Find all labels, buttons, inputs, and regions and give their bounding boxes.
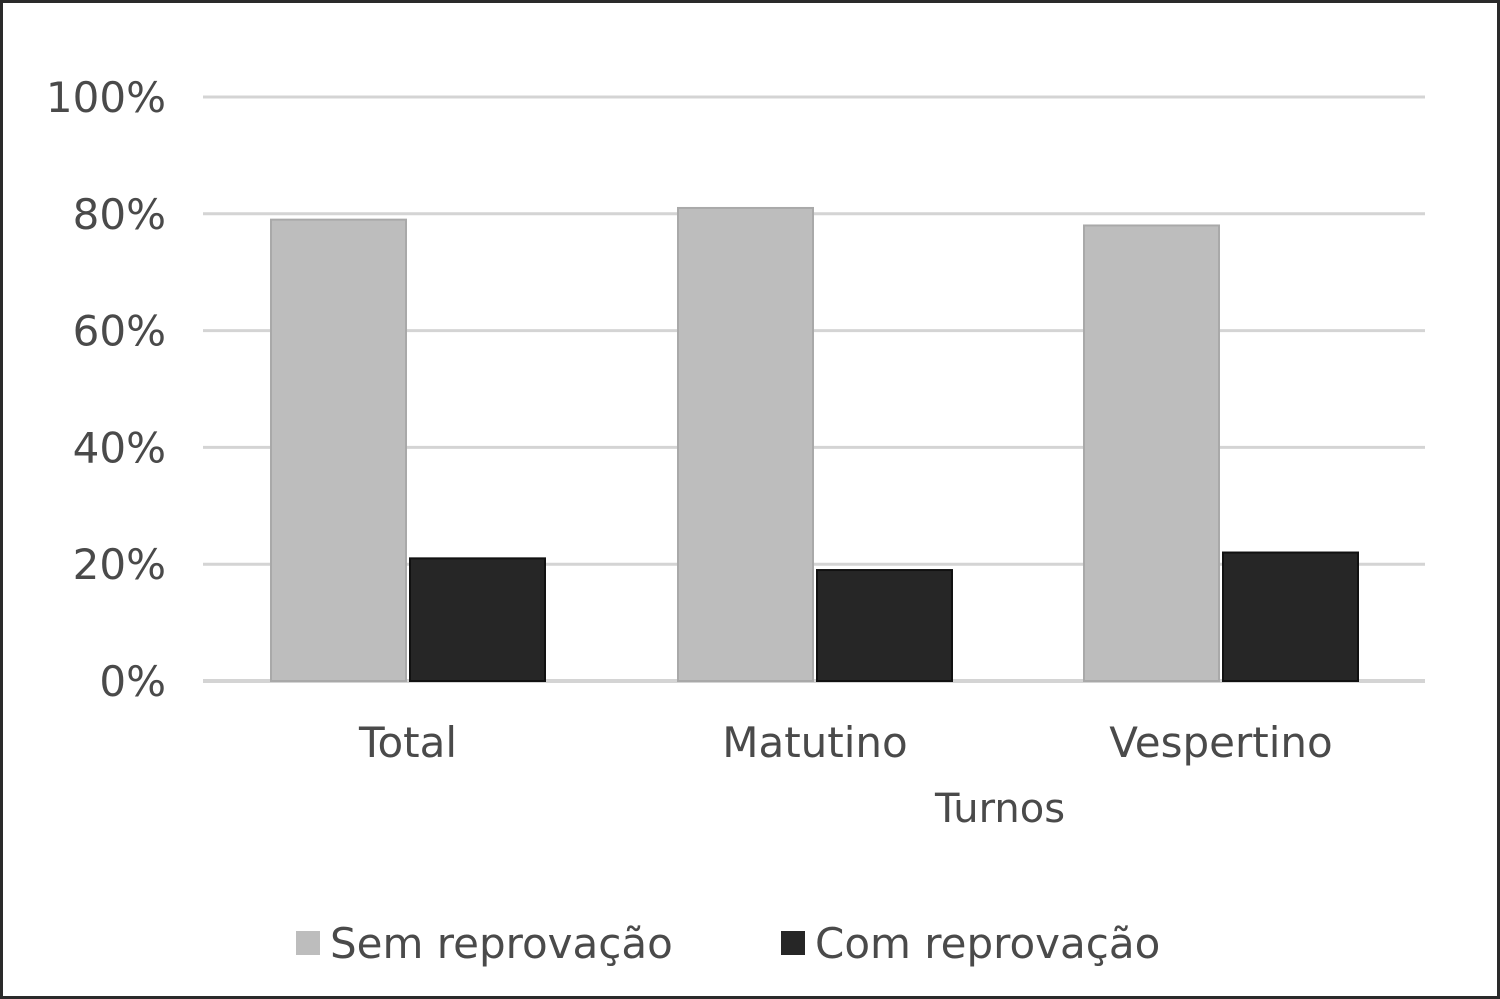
x-category-label-vespertino: Vespertino	[1109, 718, 1332, 767]
legend-label-com-reprovacao: Com reprovação	[815, 919, 1160, 968]
x-category-label-total: Total	[358, 718, 457, 767]
bar-sem-reprovacao-vespertino	[1083, 224, 1220, 682]
y-tick-label: 60%	[73, 307, 166, 356]
y-tick-label: 0%	[99, 657, 166, 706]
y-tick-label: 40%	[73, 423, 166, 472]
legend: Sem reprovação Com reprovação	[296, 919, 1160, 968]
legend-label-sem-reprovacao: Sem reprovação	[330, 919, 673, 968]
y-tick-label: 20%	[73, 540, 166, 589]
x-category-label-matutino: Matutino	[722, 718, 908, 767]
bar-sem-reprovacao-matutino	[677, 206, 814, 683]
bar-sem-reprovacao-total	[270, 218, 407, 682]
y-tick-label: 80%	[73, 190, 166, 239]
x-axis-category-labels: Total Matutino Vespertino	[358, 718, 1333, 767]
bar-com-reprovacao-vespertino	[1222, 551, 1359, 683]
bar-com-reprovacao-total	[409, 557, 546, 682]
legend-item-sem-reprovacao: Sem reprovação	[296, 919, 673, 968]
bars	[270, 206, 1359, 683]
legend-swatch-sem-reprovacao	[296, 931, 320, 955]
y-tick-label: 100%	[46, 73, 166, 122]
bar-com-reprovacao-matutino	[816, 569, 953, 682]
y-axis-tick-labels: 0% 20% 40% 60% 80% 100%	[46, 73, 166, 706]
legend-swatch-com-reprovacao	[781, 931, 805, 955]
x-axis-title: Turnos	[934, 786, 1065, 832]
legend-item-com-reprovacao: Com reprovação	[781, 919, 1160, 968]
